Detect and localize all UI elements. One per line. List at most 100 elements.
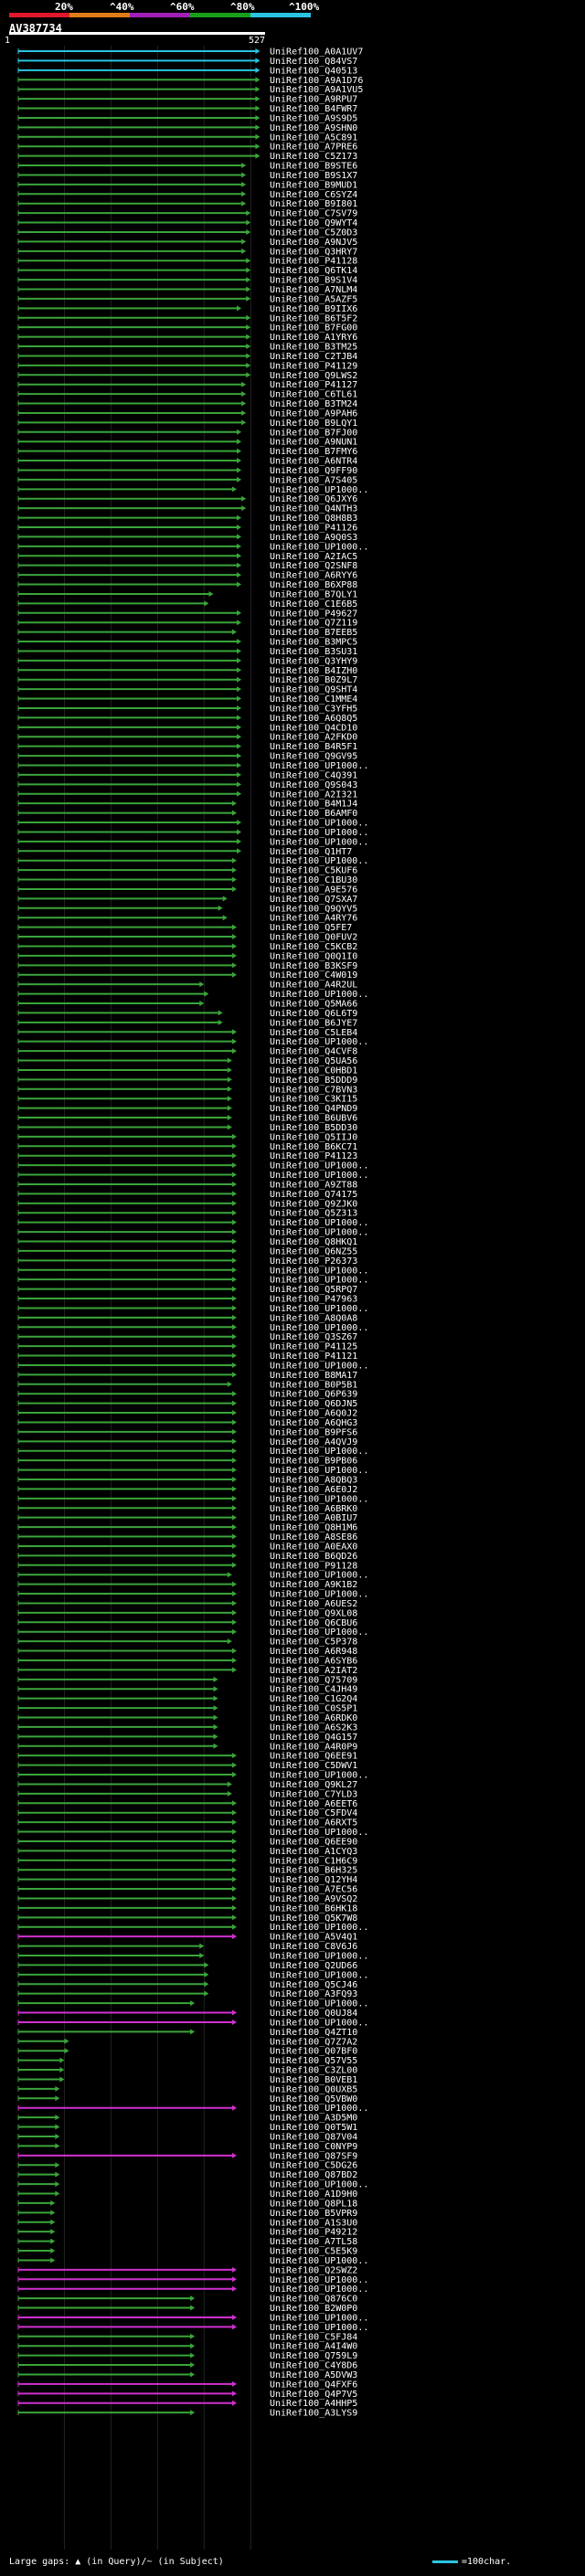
hit-label[interactable]: UniRef100_C0HBD1 [270, 1065, 357, 1076]
hit-label[interactable]: UniRef100_Q8H8B3 [270, 514, 357, 524]
hit-label[interactable]: UniRef100_A6Q0J2 [270, 1409, 357, 1419]
hit-label[interactable]: UniRef100_A6NTR4 [270, 457, 357, 467]
hit-label[interactable]: UniRef100_Q6L6T9 [270, 1009, 357, 1019]
hit-label[interactable]: UniRef100_UP1000.. [270, 542, 368, 552]
hit-label[interactable]: UniRef100_UP1000.. [270, 1627, 368, 1638]
hit-label[interactable]: UniRef100_P41123 [270, 1151, 357, 1161]
hit-label[interactable]: UniRef100_A9NUN1 [270, 438, 357, 448]
hit-label[interactable]: UniRef100_A6S2K3 [270, 1723, 357, 1733]
hit-label[interactable]: UniRef100_UP1000.. [270, 1494, 368, 1504]
hit-label[interactable]: UniRef100_P41125 [270, 1342, 357, 1352]
hit-label[interactable]: UniRef100_A6QHG3 [270, 1418, 357, 1428]
hit-label[interactable]: UniRef100_B0VEB1 [270, 2075, 357, 2085]
hit-label[interactable]: UniRef100_Q6DJN5 [270, 1399, 357, 1409]
hit-label[interactable]: UniRef100_Q9SHT4 [270, 685, 357, 695]
hit-label[interactable]: UniRef100_UP1000.. [270, 819, 368, 829]
hit-label[interactable]: UniRef100_UP1000.. [270, 1323, 368, 1333]
hit-label[interactable]: UniRef100_B7EEB5 [270, 628, 357, 638]
hit-label[interactable]: UniRef100_UP1000.. [270, 828, 368, 838]
hit-label[interactable]: UniRef100_A1S3U0 [270, 2218, 357, 2228]
hit-label[interactable]: UniRef100_Q876C0 [270, 2295, 357, 2305]
hit-label[interactable]: UniRef100_Q0UJ84 [270, 2009, 357, 2019]
hit-label[interactable]: UniRef100_A3FQ93 [270, 1989, 357, 1999]
hit-label[interactable]: UniRef100_B9S1X7 [270, 171, 357, 181]
hit-label[interactable]: UniRef100_C1H6C9 [270, 1856, 357, 1866]
hit-label[interactable]: UniRef100_A9K1B2 [270, 1580, 357, 1590]
hit-label[interactable]: UniRef100_B3SU31 [270, 647, 357, 657]
hit-label[interactable]: UniRef100_B8MA17 [270, 1371, 357, 1381]
hit-label[interactable]: UniRef100_UP1000.. [270, 1161, 368, 1171]
hit-label[interactable]: UniRef100_Q5MA66 [270, 1000, 357, 1010]
hit-label[interactable]: UniRef100_C5FJ84 [270, 2332, 357, 2342]
hit-label[interactable]: UniRef100_Q9QYV5 [270, 904, 357, 914]
hit-label[interactable]: UniRef100_Q2SWZ2 [270, 2265, 357, 2275]
hit-label[interactable]: UniRef100_B6H325 [270, 1866, 357, 1876]
hit-label[interactable]: UniRef100_B6KC71 [270, 1142, 357, 1152]
hit-label[interactable]: UniRef100_A6Q8Q5 [270, 714, 357, 724]
hit-label[interactable]: UniRef100_C7BVN3 [270, 1085, 357, 1095]
hit-label[interactable]: UniRef100_UP1000.. [270, 1828, 368, 1838]
hit-label[interactable]: UniRef100_A4HHP5 [270, 2399, 357, 2409]
hit-label[interactable]: UniRef100_A1YRY6 [270, 333, 357, 343]
hit-label[interactable]: UniRef100_Q8HKQ1 [270, 1237, 357, 1247]
hit-label[interactable]: UniRef100_C5FDV4 [270, 1808, 357, 1818]
hit-label[interactable]: UniRef100_UP1000.. [270, 761, 368, 771]
hit-label[interactable]: UniRef100_C5Z0D3 [270, 228, 357, 238]
hit-label[interactable]: UniRef100_A5C891 [270, 133, 357, 143]
hit-label[interactable]: UniRef100_C1E6B5 [270, 599, 357, 610]
hit-label[interactable]: UniRef100_A8QBQ3 [270, 1476, 357, 1486]
hit-label[interactable]: UniRef100_C5LEB4 [270, 1028, 357, 1038]
hit-label[interactable]: UniRef100_Q9LWS2 [270, 371, 357, 381]
hit-label[interactable]: UniRef100_C5KUF6 [270, 866, 357, 876]
hit-label[interactable]: UniRef100_Q7SXA7 [270, 895, 357, 905]
hit-label[interactable]: UniRef100_A9A1D76 [270, 76, 363, 86]
hit-label[interactable]: UniRef100_C7YLD3 [270, 1789, 357, 1799]
hit-label[interactable]: UniRef100_UP1000.. [270, 2018, 368, 2028]
hit-label[interactable]: UniRef100_B6AMF0 [270, 809, 357, 819]
hit-label[interactable]: UniRef100_B7FG00 [270, 323, 357, 334]
hit-label[interactable]: UniRef100_Q40513 [270, 66, 357, 76]
hit-label[interactable]: UniRef100_A9A1VU5 [270, 85, 363, 95]
hit-label[interactable]: UniRef100_B4FWR7 [270, 104, 357, 114]
hit-label[interactable]: UniRef100_Q0FUV2 [270, 933, 357, 943]
hit-label[interactable]: UniRef100_B6XP88 [270, 580, 357, 590]
hit-label[interactable]: UniRef100_B9S1V4 [270, 276, 357, 286]
hit-label[interactable]: UniRef100_C3YFH5 [270, 704, 357, 714]
hit-label[interactable]: UniRef100_Q3SZ67 [270, 1332, 357, 1342]
hit-label[interactable]: UniRef100_C0S5P1 [270, 1704, 357, 1714]
hit-label[interactable]: UniRef100_UP1000.. [270, 2180, 368, 2190]
hit-label[interactable]: UniRef100_UP1000.. [270, 1361, 368, 1371]
hit-label[interactable]: UniRef100_B7FJ00 [270, 428, 357, 438]
hit-label[interactable]: UniRef100_A7S405 [270, 475, 357, 485]
hit-label[interactable]: UniRef100_A2I321 [270, 790, 357, 800]
hit-label[interactable]: UniRef100_B9PFS6 [270, 1427, 357, 1437]
hit-label[interactable]: UniRef100_B3TM25 [270, 343, 357, 353]
hit-label[interactable]: UniRef100_A9RPU7 [270, 95, 357, 105]
hit-label[interactable]: UniRef100_A5DVW3 [270, 2370, 357, 2380]
hit-label[interactable]: UniRef100_Q6EE91 [270, 1752, 357, 1762]
hit-label[interactable]: UniRef100_Q6NZ55 [270, 1246, 357, 1256]
hit-label[interactable]: UniRef100_Q6JXY6 [270, 494, 357, 504]
hit-label[interactable]: UniRef100_UP1000.. [270, 1037, 368, 1047]
hit-label[interactable]: UniRef100_Q4P7V5 [270, 2390, 357, 2400]
hit-label[interactable]: UniRef100_P91128 [270, 1561, 357, 1571]
hit-label[interactable]: UniRef100_UP1000.. [270, 1970, 368, 1980]
hit-label[interactable]: UniRef100_P49212 [270, 2228, 357, 2238]
hit-label[interactable]: UniRef100_A0A1UV7 [270, 48, 363, 58]
hit-label[interactable]: UniRef100_A1CYQ3 [270, 1847, 357, 1857]
hit-label[interactable]: UniRef100_P41121 [270, 1352, 357, 1362]
hit-label[interactable]: UniRef100_B9MUD1 [270, 180, 357, 190]
hit-label[interactable]: UniRef100_A2IAC5 [270, 552, 357, 562]
hit-label[interactable]: UniRef100_B0P5B1 [270, 1380, 357, 1390]
hit-label[interactable]: UniRef100_UP1000.. [270, 2104, 368, 2114]
hit-label[interactable]: UniRef100_UP1000.. [270, 1952, 368, 1962]
hit-label[interactable]: UniRef100_P49627 [270, 609, 357, 619]
hit-label[interactable]: UniRef100_Q0Q1I0 [270, 951, 357, 961]
hit-label[interactable]: UniRef100_C3ZL00 [270, 2066, 357, 2076]
hit-label[interactable]: UniRef100_B5DDD9 [270, 1076, 357, 1086]
hit-label[interactable]: UniRef100_A4R2UL [270, 981, 357, 991]
hit-label[interactable]: UniRef100_A7TL58 [270, 2237, 357, 2247]
hit-label[interactable]: UniRef100_Q7Z7A2 [270, 2037, 357, 2047]
hit-label[interactable]: UniRef100_UP1000.. [270, 837, 368, 847]
hit-label[interactable]: UniRef100_B0Z9L7 [270, 675, 357, 685]
